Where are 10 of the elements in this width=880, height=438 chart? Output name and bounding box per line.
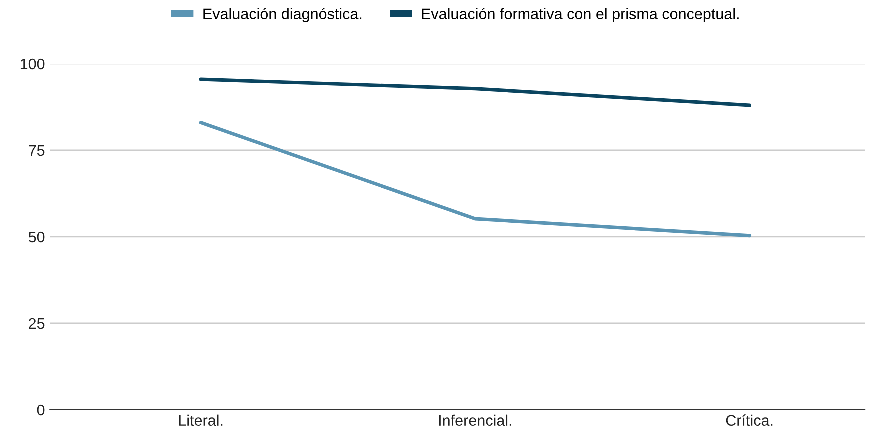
legend-label: Evaluación formativa con el prisma conceptual. [422,8,739,23]
y-tick-label: 75 [29,145,45,156]
y-tick-label: 50 [28,232,45,243]
x-tick-label: Inferencial. [439,414,512,426]
legend-label: Evaluación diagnóstica. [204,8,362,23]
y-tick-label: 100 [20,58,45,70]
y-tick-label: 0 [37,404,45,416]
x-tick-label: Crítica. [726,414,773,426]
x-tick-label: Literal. [179,414,223,426]
y-tick-label: 25 [29,318,45,330]
